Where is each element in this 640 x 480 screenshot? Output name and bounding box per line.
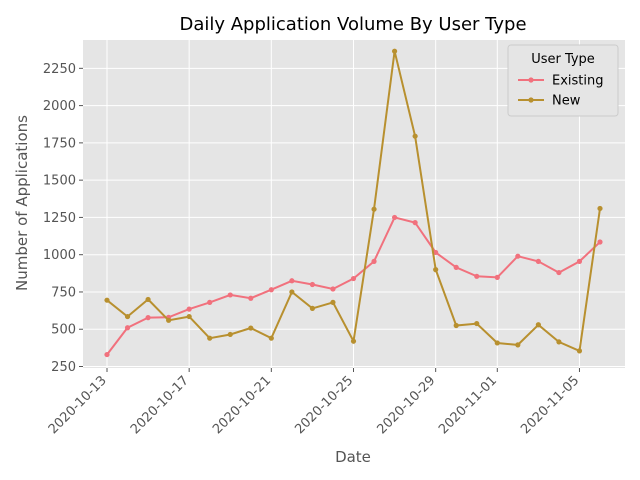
data-point <box>186 306 192 312</box>
legend-box <box>507 44 619 117</box>
series-existing <box>104 214 603 358</box>
data-point <box>474 273 480 279</box>
data-point <box>597 239 603 245</box>
data-point <box>124 313 131 320</box>
y-tick-label: 500 <box>51 323 76 338</box>
legend-swatch-marker <box>528 97 534 103</box>
y-tick-label: 2000 <box>43 99 76 114</box>
data-point <box>104 297 110 303</box>
data-point <box>330 299 336 305</box>
legend-swatch-marker <box>528 77 534 83</box>
x-tick-label: 2020-11-01 <box>436 373 500 437</box>
data-point <box>391 48 398 54</box>
data-point <box>535 322 541 328</box>
data-point <box>289 289 295 295</box>
data-point <box>166 317 172 323</box>
x-tick-label: 2020-10-29 <box>374 373 438 437</box>
y-tick-label: 2250 <box>43 62 76 77</box>
data-point <box>207 299 213 305</box>
y-tick-label: 1250 <box>43 211 76 226</box>
y-tick-label: 1000 <box>43 248 76 263</box>
data-point <box>350 338 357 344</box>
x-axis-label: Date <box>335 448 371 466</box>
data-point <box>494 340 500 346</box>
data-point <box>576 348 583 354</box>
legend: User Type Existing New <box>507 44 619 117</box>
data-point <box>330 286 336 292</box>
data-point <box>371 258 377 264</box>
data-point <box>227 292 233 298</box>
data-point <box>576 258 583 264</box>
data-point <box>556 339 562 345</box>
series-new <box>104 48 603 354</box>
legend-items: Existing New <box>518 74 604 109</box>
x-tick-label: 2020-10-17 <box>128 373 192 437</box>
data-point <box>391 214 398 221</box>
data-point <box>289 278 295 284</box>
data-point <box>186 313 192 320</box>
data-point <box>412 133 418 139</box>
y-tick-label: 1500 <box>43 174 76 189</box>
y-tick-label: 750 <box>51 285 76 300</box>
data-point <box>268 287 274 293</box>
chart-title: Daily Application Volume By User Type <box>179 14 526 35</box>
data-point <box>433 249 439 256</box>
data-point <box>371 206 377 212</box>
data-point <box>556 269 562 276</box>
y-tick-label: 250 <box>51 360 76 375</box>
data-point <box>248 325 254 331</box>
data-point <box>248 295 254 301</box>
data-point <box>515 342 521 348</box>
legend-label: New <box>552 94 581 109</box>
grid <box>83 40 625 368</box>
data-point <box>124 325 131 331</box>
x-tick-label: 2020-10-25 <box>292 373 356 437</box>
data-point <box>104 351 110 358</box>
data-point <box>515 253 521 259</box>
data-point <box>535 258 541 264</box>
x-tick-label: 2020-10-21 <box>210 373 274 437</box>
legend-label: Existing <box>552 74 604 89</box>
data-point <box>309 305 316 311</box>
data-point <box>268 335 274 341</box>
data-point <box>207 335 213 341</box>
y-axis-label: Number of Applications <box>13 115 31 291</box>
data-point <box>597 205 603 212</box>
series-lines <box>104 48 603 358</box>
data-point <box>350 275 357 282</box>
data-point <box>453 322 459 329</box>
x-tick-label: 2020-10-13 <box>46 373 110 437</box>
data-point <box>412 220 418 226</box>
data-point <box>309 281 316 288</box>
data-point <box>145 315 151 321</box>
data-point <box>227 331 233 338</box>
x-tick-label: 2020-11-05 <box>518 373 582 437</box>
y-tick-label: 1750 <box>43 136 76 151</box>
data-point <box>433 267 439 273</box>
data-point <box>474 320 480 327</box>
data-point <box>494 274 500 280</box>
data-point <box>145 296 151 303</box>
legend-title: User Type <box>531 52 595 67</box>
data-point <box>453 264 459 270</box>
